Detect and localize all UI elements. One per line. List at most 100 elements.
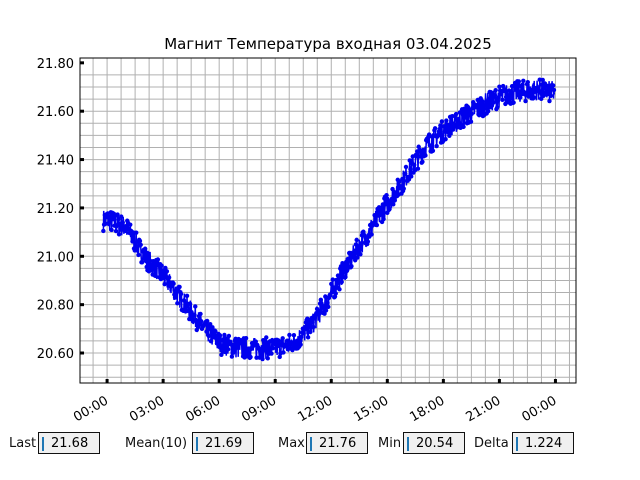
data-point [525, 79, 531, 85]
data-point [321, 304, 326, 309]
data-point [337, 287, 342, 292]
data-point [415, 166, 421, 171]
data-point [116, 232, 122, 237]
data-point [438, 123, 443, 128]
data-point [425, 138, 430, 144]
data-point [329, 281, 334, 287]
data-point [264, 335, 269, 340]
data-point [163, 265, 168, 271]
data-point [145, 254, 151, 260]
data-point [391, 202, 396, 207]
data-point [109, 227, 114, 233]
data-point [412, 162, 417, 168]
data-point [143, 258, 149, 263]
data-point [153, 273, 158, 279]
data-point [397, 179, 402, 184]
data-point [486, 96, 492, 102]
data-point [229, 354, 235, 359]
data-point [432, 126, 438, 131]
data-point [330, 277, 335, 282]
data-point [538, 90, 543, 95]
data-point [509, 89, 514, 95]
data-point [401, 186, 406, 191]
data-point [408, 166, 413, 172]
data-point [511, 100, 516, 105]
data-point [166, 275, 172, 280]
data-point [277, 354, 282, 360]
data-point [142, 250, 147, 255]
data-point [287, 332, 292, 338]
data-point [291, 332, 297, 338]
data-point [173, 294, 179, 299]
data-point [358, 242, 364, 248]
data-point [326, 304, 331, 310]
last-field[interactable]: 21.68 [38, 432, 100, 454]
data-point [208, 321, 213, 327]
data-point [420, 147, 426, 153]
x-tick-label: 03:00 [127, 393, 167, 425]
data-point [439, 119, 445, 124]
y-tick-label: 21.20 [37, 202, 74, 217]
data-point [270, 346, 276, 351]
data-point [423, 153, 428, 158]
data-point [317, 311, 322, 317]
data-point [308, 329, 313, 335]
min-field[interactable]: 20.54 [403, 432, 465, 454]
data-point [548, 93, 554, 99]
data-point [446, 129, 451, 134]
data-point [119, 214, 124, 219]
data-point [265, 356, 270, 361]
data-point [110, 217, 116, 222]
data-point [181, 298, 187, 303]
mean-field[interactable]: 21.69 [192, 432, 254, 454]
data-point [495, 98, 501, 103]
data-point [496, 95, 501, 100]
data-point [474, 104, 480, 110]
x-tick-label: 18:00 [407, 393, 447, 425]
x-tick-label: 21:00 [463, 393, 503, 425]
data-point [379, 205, 384, 211]
mean-label: Mean(10) [125, 436, 188, 451]
y-tick-label: 21.40 [37, 154, 74, 169]
data-point [138, 242, 143, 248]
data-point [540, 77, 545, 83]
data-point [500, 97, 505, 103]
data-point [444, 118, 449, 123]
chart: Магнит Температура входная 03.04.2025 20… [37, 35, 577, 425]
data-point [171, 281, 176, 286]
data-point [400, 176, 405, 182]
data-point [497, 84, 502, 89]
data-point [403, 164, 409, 170]
delta-label: Delta [474, 436, 509, 451]
data-point [198, 311, 203, 317]
data-point [136, 252, 141, 258]
data-point [310, 320, 315, 325]
data-point [205, 318, 210, 324]
data-point [520, 82, 525, 87]
data-point [280, 336, 285, 341]
data-point [311, 324, 316, 330]
max-field[interactable]: 21.76 [306, 432, 368, 454]
data-point [253, 339, 258, 344]
data-point [219, 352, 224, 357]
x-tick-label: 00:00 [520, 393, 560, 425]
data-point [518, 95, 523, 100]
data-point [443, 136, 448, 142]
data-point [322, 311, 327, 316]
max-label: Max [278, 436, 305, 451]
data-point [349, 264, 354, 269]
data-point [363, 235, 368, 240]
data-point [500, 83, 506, 89]
data-point [369, 232, 374, 237]
x-tick-label: 00:00 [71, 393, 111, 425]
data-point [155, 257, 161, 262]
data-point [193, 304, 198, 309]
data-point [120, 220, 125, 225]
data-point [206, 333, 211, 339]
data-point [420, 159, 425, 164]
data-point [539, 96, 544, 102]
data-point [343, 274, 348, 280]
data-point [377, 212, 383, 218]
data-point [521, 78, 526, 83]
delta-field[interactable]: 1.224 [512, 432, 574, 454]
